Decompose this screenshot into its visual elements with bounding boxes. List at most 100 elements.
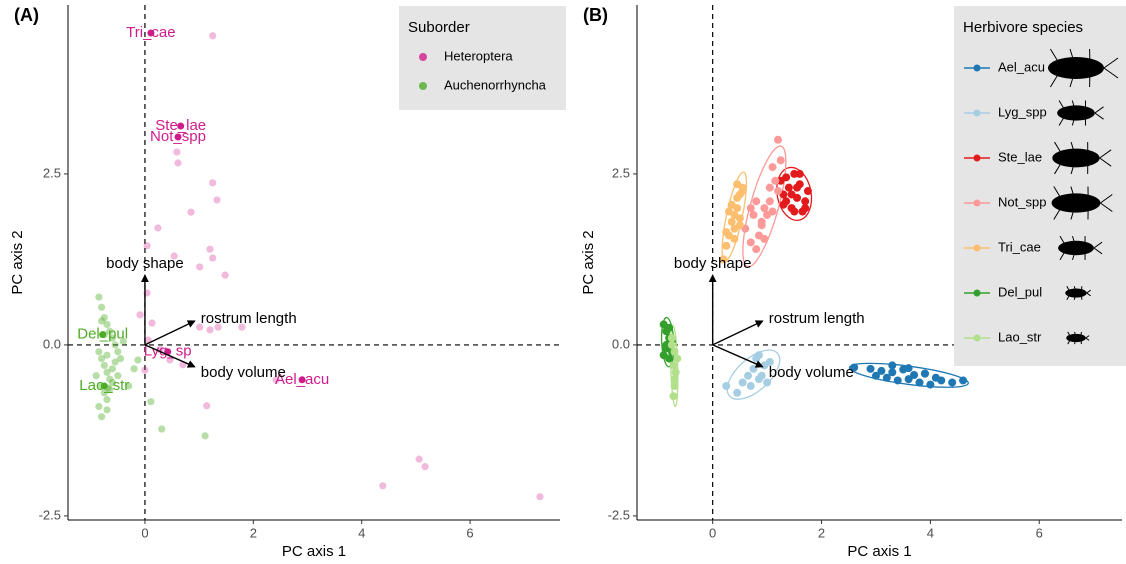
legend-label: Tri_cae [998, 239, 1041, 254]
data-point [148, 319, 156, 327]
data-point [174, 159, 182, 167]
data-point [97, 317, 106, 325]
data-point [130, 365, 138, 373]
data-point [768, 207, 777, 216]
insect-body [1066, 333, 1086, 343]
data-point [95, 293, 103, 301]
data-point [201, 432, 209, 440]
data-point [730, 234, 739, 243]
insect-antenna [1094, 112, 1104, 120]
data-point [910, 371, 919, 380]
data-point [206, 245, 214, 253]
data-point [97, 354, 106, 363]
legend-key-point [973, 154, 981, 162]
data-point [213, 196, 221, 204]
centroid-point [298, 376, 306, 384]
data-point [671, 368, 680, 377]
y-tick-label: 2.5 [612, 165, 630, 180]
loading-label: body shape [674, 255, 752, 272]
data-point [749, 210, 758, 219]
loading-arrow [144, 320, 196, 346]
data-point [379, 482, 387, 490]
data-point [746, 238, 755, 247]
data-point [196, 323, 204, 331]
legend-key-point [973, 199, 981, 207]
data-point [669, 361, 678, 370]
data-point [733, 193, 742, 202]
data-point [948, 378, 957, 387]
y-tick-label: 2.5 [43, 165, 61, 180]
data-point [659, 351, 668, 360]
data-point [103, 320, 111, 328]
data-point [97, 303, 106, 311]
data-point [733, 388, 742, 397]
insect-icon [1051, 186, 1113, 220]
data-point [763, 378, 772, 387]
data-point [730, 210, 739, 219]
data-point [108, 334, 117, 342]
data-point [119, 337, 127, 346]
data-point [206, 326, 214, 334]
centroid-point [100, 382, 108, 390]
data-point [773, 187, 782, 196]
insect-antenna [1099, 157, 1112, 167]
data-point [920, 369, 929, 378]
y-tick-label: -2.5 [608, 507, 630, 522]
data-point [784, 183, 793, 192]
data-point [888, 361, 897, 370]
data-point [768, 163, 777, 172]
data-point [106, 327, 114, 335]
data-point [746, 204, 755, 213]
x-tick-label: 2 [250, 525, 257, 540]
data-point [154, 224, 162, 232]
y-tick-label: -2.5 [39, 507, 61, 522]
legend-key-point [419, 53, 427, 61]
y-axis-title: PC axis 2 [580, 230, 597, 294]
data-point [136, 311, 144, 319]
insect-body [1048, 57, 1104, 79]
data-point [738, 187, 747, 196]
loading-label: body volume [769, 364, 854, 381]
x-tick-label: 4 [927, 525, 934, 540]
data-point [111, 341, 119, 349]
data-point [765, 197, 774, 206]
data-point [141, 366, 149, 374]
data-point [782, 173, 791, 182]
insect-icon [1065, 285, 1091, 301]
data-point [95, 402, 103, 411]
data-point [214, 323, 222, 331]
data-point [779, 200, 788, 209]
data-point [760, 204, 769, 213]
x-tick-label: 0 [709, 525, 716, 540]
insect-icon [1066, 331, 1090, 345]
confidence-ellipse [726, 349, 781, 400]
data-point [187, 208, 195, 216]
data-point [209, 254, 217, 262]
data-point [173, 148, 181, 156]
insect-icon [1057, 100, 1104, 126]
y-tick-label: 0.0 [43, 336, 61, 351]
x-tick-label: 2 [818, 525, 825, 540]
data-point [114, 372, 122, 380]
data-point [727, 217, 736, 226]
data-point [757, 221, 766, 230]
x-tick-label: 0 [141, 525, 148, 540]
centroid-point [177, 122, 185, 130]
loading-arrow [712, 320, 764, 346]
data-point [665, 323, 674, 332]
insect-antenna [1100, 194, 1113, 204]
data-point [850, 363, 859, 372]
group-label: Lao_str [79, 377, 129, 394]
data-point [754, 351, 763, 360]
insect-body [1051, 193, 1101, 213]
legend-key-point [419, 82, 427, 90]
group-label: Not_spp [150, 128, 206, 145]
insect-antenna [1093, 247, 1103, 255]
legend-label: Ste_lae [998, 149, 1042, 164]
data-point [196, 263, 204, 271]
data-point [97, 413, 106, 421]
x-tick-label: 4 [358, 525, 365, 540]
data-point [776, 156, 785, 165]
data-point [765, 183, 774, 192]
